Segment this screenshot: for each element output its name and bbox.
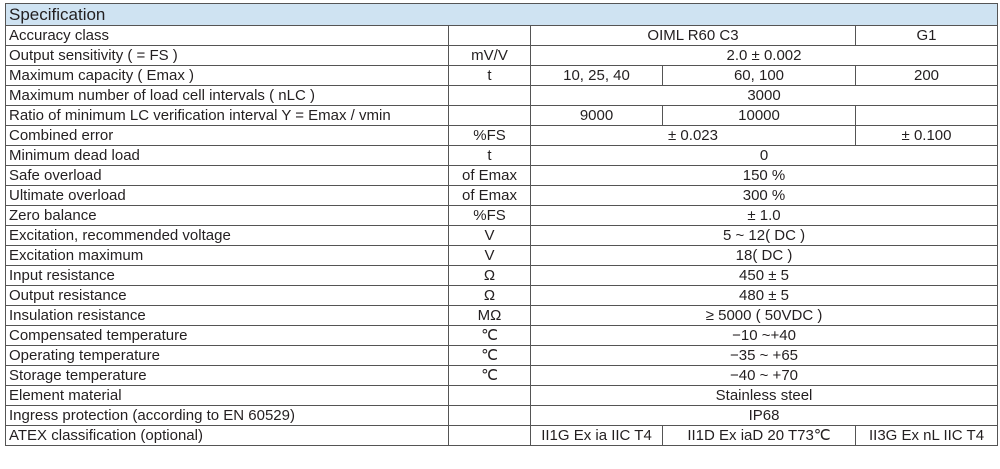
row-unit: %FS <box>448 205 531 226</box>
row-value: 0 <box>529 145 999 166</box>
row-value: 300 % <box>529 185 999 206</box>
row-label: Storage temperature <box>5 365 449 386</box>
row-value: II3G Ex nL IIC T4 <box>854 425 999 446</box>
row-label: Minimum dead load <box>5 145 449 166</box>
row-value: −10 ~+40 <box>529 325 999 346</box>
row-value: Stainless steel <box>529 385 999 406</box>
row-value: 150 % <box>529 165 999 186</box>
row-unit: ℃ <box>448 325 531 346</box>
spec-row: Maximum capacity ( Emax ) t 10, 25, 40 60, … <box>5 65 999 86</box>
row-value: 5 ~ 12( DC ) <box>529 225 999 246</box>
row-label: Accuracy class <box>5 25 449 46</box>
row-value: ± 0.023 <box>530 125 856 146</box>
row-label: Ingress protection (according to EN 6052… <box>5 405 449 426</box>
row-value: IP68 <box>529 405 999 426</box>
row-unit <box>448 85 531 106</box>
row-value: 60, 100 <box>662 65 856 86</box>
row-unit: of Emax <box>448 185 531 206</box>
spec-row: Excitation maximum V 18( DC ) <box>5 245 999 266</box>
row-unit <box>448 385 531 406</box>
spec-row: Element material Stainless steel <box>5 385 999 406</box>
spec-row: Input resistance Ω 450 ± 5 <box>5 265 999 286</box>
spec-row: Output sensitivity ( = FS ) mV/V 2.0 ± 0.0… <box>5 45 999 66</box>
spec-row: Operating temperature ℃ −35 ~ +65 <box>5 345 999 366</box>
row-value: 9000 <box>530 105 663 126</box>
row-unit <box>448 105 531 126</box>
row-label: Compensated temperature <box>5 325 449 346</box>
spec-row: Combined error %FS ± 0.023 ± 0.100 <box>5 125 999 146</box>
row-label: Element material <box>5 385 449 406</box>
row-unit: V <box>448 225 531 246</box>
header-row: Specification <box>4 3 999 26</box>
spec-row: Ratio of minimum LC verification interva… <box>5 105 999 126</box>
row-label: Maximum number of load cell intervals ( … <box>5 85 449 106</box>
row-unit: MΩ <box>448 305 531 326</box>
row-unit: ℃ <box>448 345 531 366</box>
row-unit: Ω <box>448 265 531 286</box>
row-value: II1G Ex ia IIC T4 <box>530 425 663 446</box>
spec-row: Excitation, recommended voltage V 5 ~ 12( … <box>5 225 999 246</box>
spec-row: Zero balance %FS ± 1.0 <box>5 205 999 226</box>
row-unit: Ω <box>448 285 531 306</box>
row-label: Ratio of minimum LC verification interva… <box>5 105 449 126</box>
spec-table: Specification Accuracy class OIML R60 C3 G… <box>4 3 999 446</box>
spec-row: ATEX classification (optional) II1G Ex ia… <box>5 425 999 446</box>
spec-row: Minimum dead load t 0 <box>5 145 999 166</box>
row-label: Insulation resistance <box>5 305 449 326</box>
row-unit: %FS <box>448 125 531 146</box>
spec-row: Ingress protection (according to EN 6052… <box>5 405 999 426</box>
row-unit <box>448 425 531 446</box>
row-value: 18( DC ) <box>529 245 999 266</box>
row-label: Input resistance <box>5 265 449 286</box>
row-value: ± 0.100 <box>854 125 999 146</box>
row-value: II1D Ex iaD 20 T73℃ <box>662 425 856 446</box>
row-label: Excitation maximum <box>5 245 449 266</box>
row-label: ATEX classification (optional) <box>5 425 449 446</box>
row-label: Operating temperature <box>5 345 449 366</box>
row-label: Zero balance <box>5 205 449 226</box>
spec-row: Maximum number of load cell intervals ( … <box>5 85 999 106</box>
spec-row: Ultimate overload of Emax 300 % <box>5 185 999 206</box>
row-label: Output sensitivity ( = FS ) <box>5 45 449 66</box>
row-unit: of Emax <box>448 165 531 186</box>
row-value: 200 <box>854 65 999 86</box>
row-value: OIML R60 C3 <box>530 25 856 46</box>
row-value: G1 <box>854 25 999 46</box>
row-unit: t <box>448 145 531 166</box>
spec-row: Insulation resistance MΩ ≥ 5000 ( 50VDC ) <box>5 305 999 326</box>
row-value: ± 1.0 <box>529 205 999 226</box>
row-label: Safe overload <box>5 165 449 186</box>
spec-row: Compensated temperature ℃ −10 ~+40 <box>5 325 999 346</box>
row-label: Output resistance <box>5 285 449 306</box>
row-value: −40 ~ +70 <box>529 365 999 386</box>
row-value: 10, 25, 40 <box>530 65 663 86</box>
row-unit <box>448 25 531 46</box>
row-unit: ℃ <box>448 365 531 386</box>
title: Specification <box>4 3 999 26</box>
row-value <box>854 105 999 126</box>
spec-row: Accuracy class OIML R60 C3 G1 <box>5 25 999 46</box>
row-label: Combined error <box>5 125 449 146</box>
row-label: Excitation, recommended voltage <box>5 225 449 246</box>
row-label: Ultimate overload <box>5 185 449 206</box>
spec-row: Storage temperature ℃ −40 ~ +70 <box>5 365 999 386</box>
row-unit <box>448 405 531 426</box>
row-value: 2.0 ± 0.002 <box>529 45 999 66</box>
row-value: 3000 <box>529 85 999 106</box>
spec-row: Output resistance Ω 480 ± 5 <box>5 285 999 306</box>
spec-row: Safe overload of Emax 150 % <box>5 165 999 186</box>
row-unit: V <box>448 245 531 266</box>
row-value: −35 ~ +65 <box>529 345 999 366</box>
row-unit: t <box>448 65 531 86</box>
row-unit: mV/V <box>448 45 531 66</box>
row-value: 450 ± 5 <box>529 265 999 286</box>
row-value: 10000 <box>662 105 856 126</box>
row-label: Maximum capacity ( Emax ) <box>5 65 449 86</box>
row-value: 480 ± 5 <box>529 285 999 306</box>
row-value: ≥ 5000 ( 50VDC ) <box>529 305 999 326</box>
